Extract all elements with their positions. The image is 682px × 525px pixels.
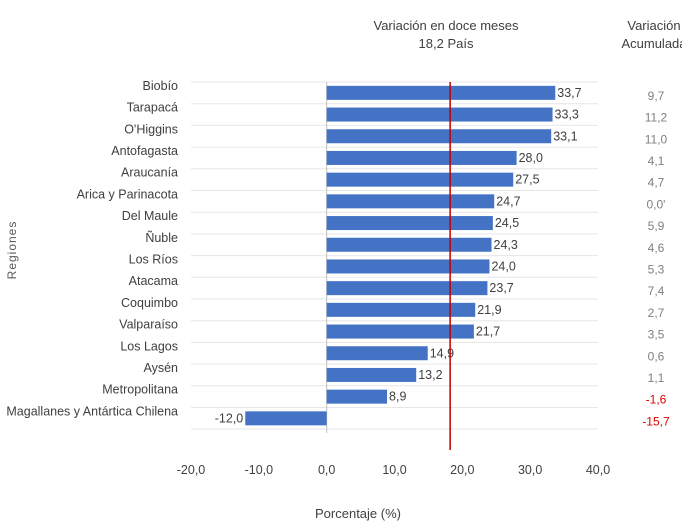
category-label: Del Maule: [122, 209, 178, 223]
bar: [326, 129, 552, 144]
accumulated-label: 9,7: [648, 89, 665, 103]
x-tick-label: 40,0: [586, 463, 610, 477]
bar: [326, 302, 476, 317]
category-label: Araucanía: [121, 166, 178, 180]
bar: [326, 324, 474, 339]
value-labels: 33,7 33,3 33,1 28,0 27,5 24,7 24,5 24,3 24,0 23,7…: [215, 86, 582, 426]
bar: [326, 237, 492, 252]
accumulated-label: 4,1: [648, 154, 665, 168]
category-label: Aysén: [143, 361, 178, 375]
category-label: O'Higgins: [124, 122, 178, 136]
category-label: Biobío: [143, 79, 178, 93]
accumulated-label: 11,2: [645, 111, 668, 125]
category-label: Los Ríos: [129, 252, 178, 266]
accumulated-label: 2,7: [648, 306, 665, 320]
value-label: 33,7: [557, 86, 581, 100]
value-label: -12,0: [215, 411, 244, 425]
accumulated-label: 5,9: [648, 219, 665, 233]
value-label: 24,0: [491, 259, 515, 273]
value-label: 28,0: [519, 151, 543, 165]
value-label: 23,7: [489, 281, 513, 295]
y-axis-title: Regiones: [5, 221, 19, 280]
accumulated-label: 0,6: [648, 349, 665, 363]
bar: [326, 259, 490, 274]
value-label: 14,9: [430, 346, 454, 360]
bar: [326, 150, 517, 165]
accumulated-title-line2: Acumulada: [621, 36, 682, 51]
accumulated-label: 5,3: [648, 262, 665, 276]
category-label: Ñuble: [145, 231, 178, 245]
category-labels: Biobío Tarapacá O'Higgins Antofagasta Arauca…: [6, 79, 178, 419]
category-label: Arica y Parinacota: [77, 187, 178, 201]
gridlines: [191, 81, 598, 433]
value-label: 33,1: [553, 129, 577, 143]
accumulated-label: 11,0: [645, 132, 668, 146]
x-axis-title: Porcentaje (%): [315, 506, 401, 521]
bar: [326, 367, 417, 382]
chart-header: Variación en doce meses 18,2 País Variac…: [373, 18, 682, 51]
accumulated-title-line1: Variación: [627, 18, 680, 33]
category-label: Atacama: [129, 274, 178, 288]
category-label: Metropolitana: [102, 383, 178, 397]
accumulated-label: 1,1: [648, 371, 665, 385]
value-label: 24,5: [495, 216, 519, 230]
accumulated-label: 0,0': [647, 197, 666, 211]
value-label: 33,3: [555, 108, 579, 122]
value-label: 21,9: [477, 303, 501, 317]
category-label: Antofagasta: [111, 144, 178, 158]
bar: [245, 411, 327, 426]
category-label: Valparaíso: [119, 318, 178, 332]
category-label: Magallanes y Antártica Chilena: [6, 404, 178, 418]
category-label: Los Lagos: [120, 339, 178, 353]
accumulated-label: 4,6: [648, 241, 665, 255]
bar: [326, 346, 428, 361]
category-label: Tarapacá: [127, 101, 178, 115]
x-tick-label: 0,0: [318, 463, 335, 477]
bar: [326, 216, 493, 231]
accumulated-label: -1,6: [646, 393, 667, 407]
category-label: Coquimbo: [121, 296, 178, 310]
variation-title: Variación en doce meses: [373, 18, 519, 33]
accumulated-label: 4,7: [648, 176, 665, 190]
variation-subtitle: 18,2 País: [419, 36, 474, 51]
bar: [326, 172, 514, 187]
x-tick-label: -20,0: [177, 463, 206, 477]
bar: [326, 107, 553, 122]
accumulated-label: -15,7: [642, 414, 670, 428]
bar: [326, 389, 388, 404]
bar: [326, 281, 488, 296]
value-label: 24,3: [494, 238, 518, 252]
bar: [326, 194, 495, 209]
value-label: 21,7: [476, 325, 500, 339]
value-label: 24,7: [496, 194, 520, 208]
accumulated-labels: 9,7 11,2 11,0 4,1 4,7 0,0' 5,9 4,6 5,3 7,4 2,7 3,5 0…: [642, 89, 670, 429]
x-tick-label: 20,0: [450, 463, 474, 477]
x-tick-label: -10,0: [245, 463, 274, 477]
value-label: 8,9: [389, 390, 406, 404]
value-label: 27,5: [515, 173, 539, 187]
accumulated-label: 3,5: [648, 328, 665, 342]
value-label: 13,2: [418, 368, 442, 382]
bar: [326, 85, 556, 100]
accumulated-label: 7,4: [648, 284, 665, 298]
x-axis: -20,0 -10,0 0,0 10,0 20,0 30,0 40,0: [177, 463, 610, 477]
x-tick-label: 10,0: [382, 463, 406, 477]
x-tick-label: 30,0: [518, 463, 542, 477]
